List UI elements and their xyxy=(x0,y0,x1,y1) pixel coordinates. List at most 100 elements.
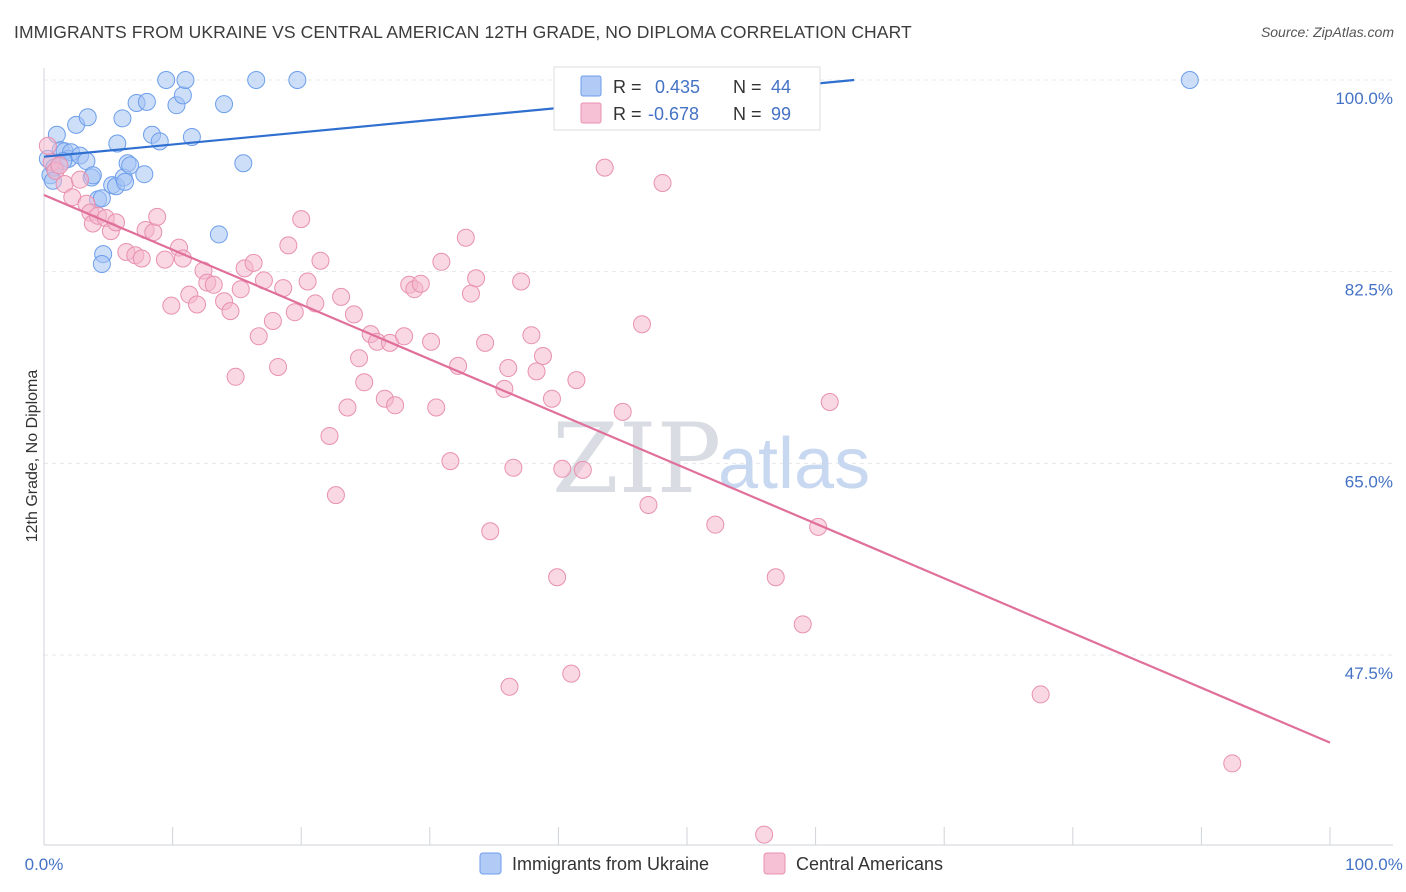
point-central-americans xyxy=(332,287,351,306)
point-central-americans xyxy=(500,677,519,696)
point-central-americans xyxy=(50,156,69,175)
point-central-americans xyxy=(395,327,414,346)
point-central-americans xyxy=(527,362,546,381)
legend-label-ukraine[interactable]: Immigrants from Ukraine xyxy=(512,854,709,874)
point-ukraine xyxy=(173,86,192,105)
point-central-americans xyxy=(1223,754,1242,773)
point-central-americans xyxy=(441,452,460,471)
point-central-americans xyxy=(793,615,812,634)
point-central-americans xyxy=(562,664,581,683)
y-tick-label: 82.5% xyxy=(1345,281,1393,300)
point-central-americans xyxy=(548,568,567,587)
point-central-americans xyxy=(338,398,357,417)
point-central-americans xyxy=(249,327,268,346)
watermark-atlas: atlas xyxy=(718,424,870,504)
point-central-americans xyxy=(311,251,330,270)
point-ukraine xyxy=(157,71,176,89)
point-central-americans xyxy=(706,515,725,534)
point-central-americans xyxy=(38,136,57,155)
y-tick-label: 47.5% xyxy=(1345,664,1393,683)
trend-line-central-americans xyxy=(43,193,1331,744)
point-central-americans xyxy=(632,315,651,334)
point-ukraine xyxy=(288,71,307,89)
data-points xyxy=(38,71,1242,844)
point-central-americans xyxy=(355,373,374,392)
y-tick-label: 65.0% xyxy=(1345,472,1393,491)
point-central-americans xyxy=(427,398,446,417)
point-central-americans xyxy=(411,274,430,293)
point-ukraine xyxy=(1180,71,1199,89)
point-central-americans xyxy=(533,347,552,365)
stats-r-value-central-americans: -0.678 xyxy=(648,104,699,124)
point-central-americans xyxy=(461,284,480,303)
legend-swatch-central-americans[interactable] xyxy=(763,852,786,875)
point-central-americans xyxy=(244,253,263,272)
point-ukraine xyxy=(121,156,140,175)
point-ukraine xyxy=(215,95,234,114)
point-central-americans xyxy=(467,269,486,288)
axes xyxy=(43,68,1393,846)
watermark: ZIP atlas xyxy=(552,403,870,515)
source-label: Source: ZipAtlas.com xyxy=(1260,24,1394,40)
y-tick-labels: 47.5% 65.0% 82.5% 100.0% xyxy=(1335,89,1393,683)
point-central-americans xyxy=(320,426,339,445)
y-tick-label: 100.0% xyxy=(1335,89,1393,108)
point-central-americans xyxy=(188,295,207,314)
point-central-americans xyxy=(613,402,632,421)
point-central-americans xyxy=(221,302,240,321)
point-ukraine xyxy=(108,134,127,153)
legend-swatch-ukraine[interactable] xyxy=(479,852,502,875)
point-central-americans xyxy=(755,825,774,844)
point-central-americans xyxy=(148,207,167,226)
watermark-zip: ZIP xyxy=(552,403,721,515)
stats-n-value-central-americans: 99 xyxy=(771,104,791,124)
point-ukraine xyxy=(234,154,253,173)
point-central-americans xyxy=(820,393,839,411)
point-central-americans xyxy=(1031,685,1050,704)
chart-title: IMMIGRANTS FROM UKRAINE VS CENTRAL AMERI… xyxy=(14,22,912,42)
point-ukraine xyxy=(247,71,266,89)
point-central-americans xyxy=(132,249,151,268)
x-tick-label-max: 100.0% xyxy=(1345,855,1403,874)
point-central-americans xyxy=(231,280,250,299)
point-central-americans xyxy=(279,236,298,255)
point-central-americans xyxy=(292,210,311,229)
point-ukraine xyxy=(176,71,195,89)
point-central-americans xyxy=(162,296,181,315)
point-central-americans xyxy=(263,311,282,330)
point-central-americans xyxy=(542,389,561,408)
point-central-americans xyxy=(504,458,523,477)
point-central-americans xyxy=(269,357,288,376)
stats-swatch-ukraine xyxy=(580,75,602,97)
point-ukraine xyxy=(78,108,97,127)
point-central-americans xyxy=(553,459,572,478)
point-ukraine xyxy=(135,165,154,184)
point-central-americans xyxy=(285,303,304,322)
point-central-americans xyxy=(499,359,518,378)
stats-n-value-ukraine: 44 xyxy=(771,77,791,97)
point-central-americans xyxy=(595,158,614,177)
point-ukraine xyxy=(116,172,135,191)
point-central-americans xyxy=(155,250,174,269)
stats-r-value-ukraine: 0.435 xyxy=(655,77,700,97)
stats-r-label-central-americans: R = xyxy=(613,104,642,124)
point-central-americans xyxy=(326,486,345,505)
point-central-americans xyxy=(512,272,531,291)
stats-n-label-central-americans: N = xyxy=(733,104,762,124)
point-central-americans xyxy=(573,460,592,479)
point-central-americans xyxy=(344,305,363,324)
point-ukraine xyxy=(92,255,111,273)
stats-n-label-ukraine: N = xyxy=(733,77,762,97)
y-axis-title: 12th Grade, No Diploma xyxy=(24,370,41,543)
point-central-americans xyxy=(522,326,541,345)
point-central-americans xyxy=(226,367,245,386)
point-central-americans xyxy=(298,272,317,291)
point-central-americans xyxy=(386,396,405,415)
x-tick-label-min: 0.0% xyxy=(25,855,64,874)
point-central-americans xyxy=(71,170,90,189)
point-central-americans xyxy=(653,173,672,192)
stats-swatch-central-americans xyxy=(580,102,602,124)
legend-label-central-americans[interactable]: Central Americans xyxy=(796,854,943,874)
stats-legend: R = 0.435 N = 44 R = -0.678 N = 99 xyxy=(553,66,821,131)
